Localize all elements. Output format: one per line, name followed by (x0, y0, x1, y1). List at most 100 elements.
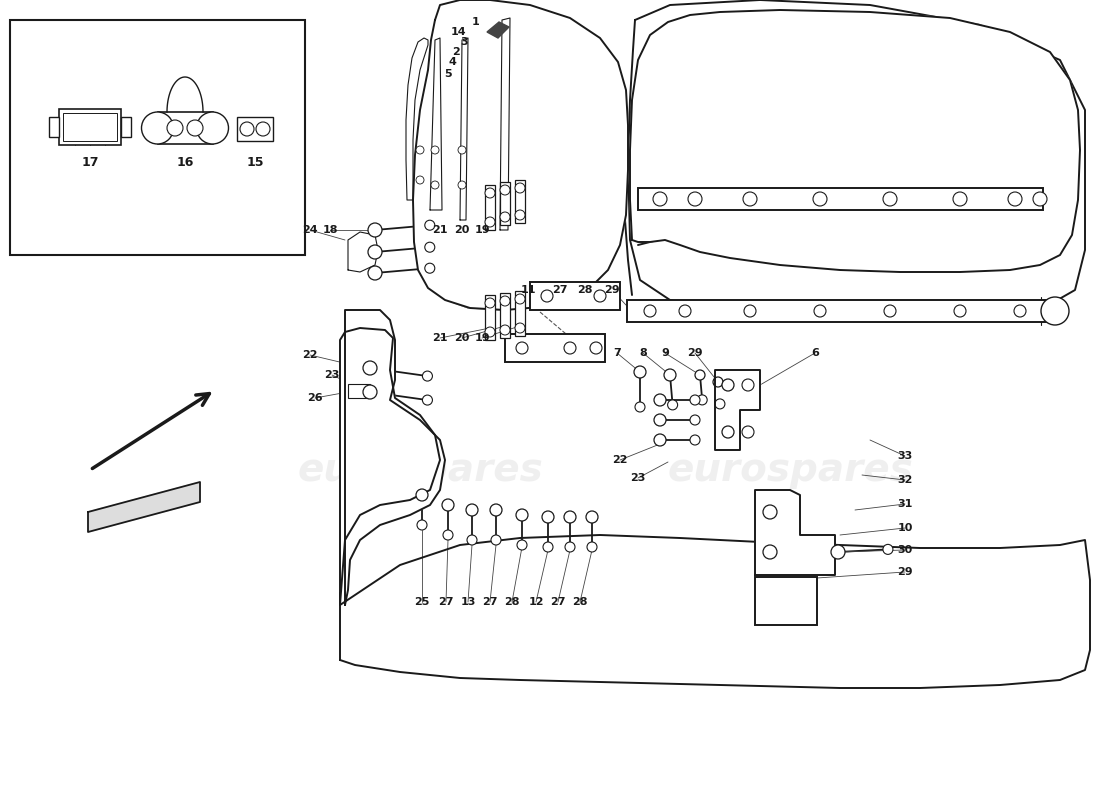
Text: 25: 25 (415, 597, 430, 607)
Circle shape (635, 402, 645, 412)
Text: 11: 11 (520, 285, 536, 295)
Circle shape (515, 294, 525, 304)
Bar (515, 291, 525, 336)
Circle shape (485, 327, 495, 337)
Text: 27: 27 (438, 597, 453, 607)
Text: 27: 27 (550, 597, 565, 607)
Circle shape (187, 120, 204, 136)
Text: 28: 28 (578, 285, 593, 295)
Bar (50, 117, 59, 137)
Bar (515, 180, 525, 223)
Text: 20: 20 (454, 333, 470, 343)
Circle shape (587, 542, 597, 552)
Text: 19: 19 (474, 333, 490, 343)
Polygon shape (412, 0, 628, 310)
Circle shape (1014, 305, 1026, 317)
Text: 31: 31 (898, 499, 913, 509)
Circle shape (515, 210, 525, 220)
Circle shape (416, 489, 428, 501)
Text: eurospares: eurospares (297, 451, 543, 489)
Polygon shape (487, 22, 509, 38)
Text: 23: 23 (630, 473, 646, 483)
Circle shape (883, 544, 893, 554)
Text: 21: 21 (432, 225, 448, 235)
Circle shape (240, 122, 254, 136)
Bar (755, 577, 817, 625)
Circle shape (564, 511, 576, 523)
Circle shape (363, 385, 377, 399)
Circle shape (458, 181, 466, 189)
Circle shape (653, 192, 667, 206)
Polygon shape (755, 490, 835, 575)
Circle shape (491, 535, 501, 545)
Circle shape (466, 504, 478, 516)
Polygon shape (406, 38, 428, 200)
Circle shape (468, 535, 477, 545)
Circle shape (763, 505, 777, 519)
Bar (157, 112, 212, 144)
Bar (59, 109, 121, 145)
Circle shape (742, 379, 754, 391)
Circle shape (422, 395, 432, 405)
Text: 12: 12 (528, 597, 543, 607)
Text: 18: 18 (322, 225, 338, 235)
Circle shape (515, 323, 525, 333)
Text: 6: 6 (811, 348, 818, 358)
Text: 29: 29 (604, 285, 619, 295)
Circle shape (814, 305, 826, 317)
Circle shape (490, 504, 502, 516)
Circle shape (416, 176, 424, 184)
Text: 22: 22 (613, 455, 628, 465)
Circle shape (953, 192, 967, 206)
Text: 24: 24 (302, 225, 318, 235)
Circle shape (368, 266, 382, 280)
Circle shape (565, 542, 575, 552)
Polygon shape (630, 10, 1080, 272)
Polygon shape (628, 0, 1085, 322)
Polygon shape (340, 328, 440, 605)
Circle shape (516, 509, 528, 521)
Circle shape (425, 263, 435, 274)
Circle shape (431, 146, 439, 154)
Circle shape (590, 342, 602, 354)
Circle shape (742, 192, 757, 206)
Text: 22: 22 (302, 350, 318, 360)
Text: 17: 17 (81, 155, 99, 169)
Circle shape (564, 342, 576, 354)
Circle shape (167, 120, 183, 136)
Text: 3: 3 (460, 37, 467, 47)
Circle shape (197, 112, 229, 144)
Circle shape (500, 212, 510, 222)
Bar (63, 113, 117, 141)
Bar (500, 293, 510, 338)
Circle shape (416, 146, 424, 154)
Circle shape (690, 415, 700, 425)
Circle shape (586, 511, 598, 523)
Polygon shape (500, 18, 510, 230)
Circle shape (425, 242, 435, 252)
Circle shape (442, 499, 454, 511)
Text: 21: 21 (432, 333, 448, 343)
Circle shape (654, 434, 666, 446)
Polygon shape (340, 535, 1090, 688)
Circle shape (543, 542, 553, 552)
Text: 23: 23 (324, 370, 340, 380)
Text: 28: 28 (572, 597, 587, 607)
Circle shape (363, 361, 377, 375)
Text: 26: 26 (307, 393, 322, 403)
Circle shape (516, 342, 528, 354)
Circle shape (517, 540, 527, 550)
Circle shape (744, 305, 756, 317)
Circle shape (654, 394, 666, 406)
Text: 29: 29 (898, 567, 913, 577)
Circle shape (485, 298, 495, 308)
Text: 33: 33 (898, 451, 913, 461)
Text: 14: 14 (450, 27, 465, 37)
Text: 27: 27 (552, 285, 568, 295)
Circle shape (417, 520, 427, 530)
Circle shape (713, 377, 723, 387)
Circle shape (431, 181, 439, 189)
Circle shape (500, 325, 510, 335)
Circle shape (695, 370, 705, 380)
Circle shape (425, 220, 435, 230)
